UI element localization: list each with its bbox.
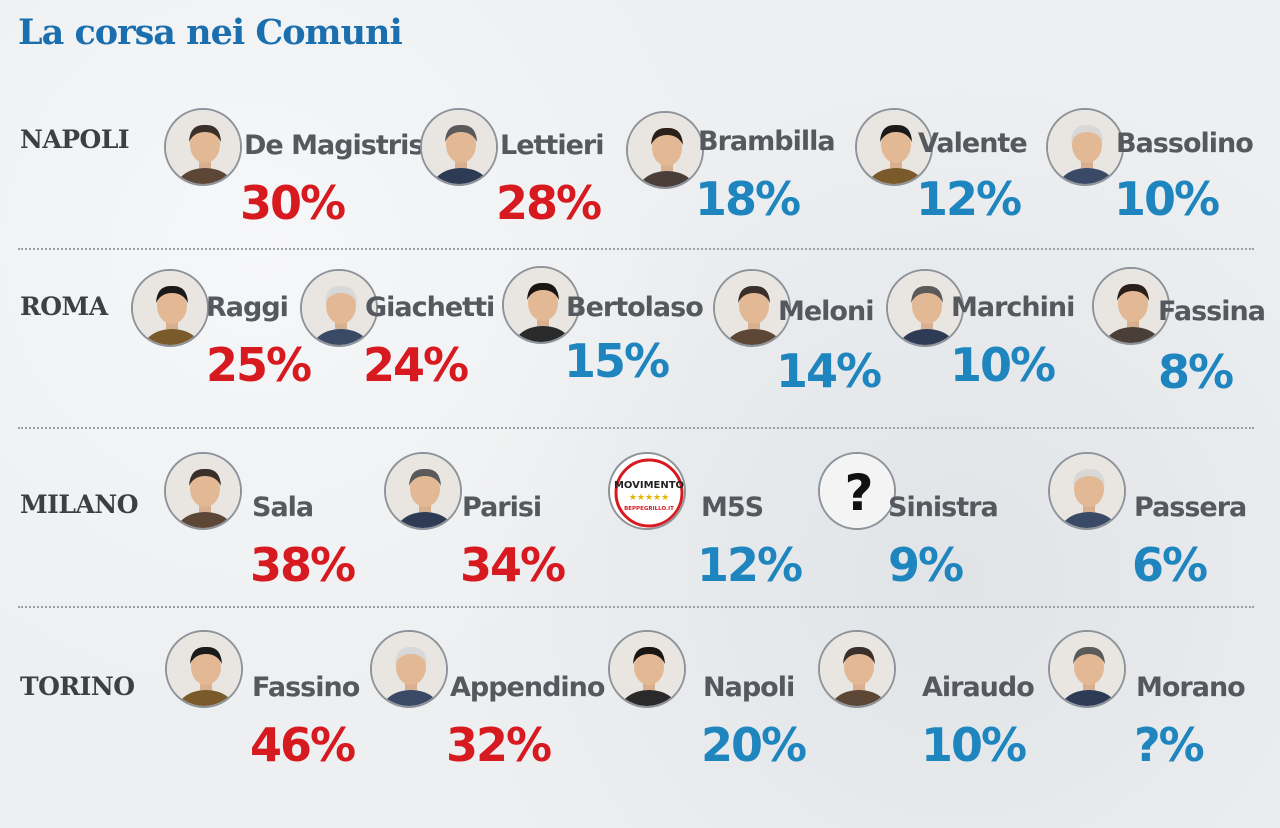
m5s-logo-url: BEPPEGRILLO.IT <box>624 506 674 512</box>
candidate-percent-milano-parisi: 34% <box>460 538 566 592</box>
m5s-logo: MOVIMENTO ★★★★★ BEPPEGRILLO.IT <box>608 452 686 530</box>
candidate-percent-napoli-de-magistris: 30% <box>240 176 346 230</box>
city-label-roma: ROMA <box>20 292 108 321</box>
candidate-percent-torino-napoli: 20% <box>701 718 807 772</box>
candidate-photo-napoli-de-magistris <box>164 108 242 186</box>
divider-roma-milano <box>18 427 1254 429</box>
candidate-photo-napoli-lettieri <box>420 108 498 186</box>
candidate-photo-roma-meloni <box>713 269 791 347</box>
candidate-photo-milano-parisi <box>384 452 462 530</box>
candidate-photo-milano-passera <box>1048 452 1126 530</box>
candidate-percent-roma-bertolaso: 15% <box>564 334 670 388</box>
unknown-mark: ? <box>844 464 873 522</box>
candidate-name-napoli-brambilla: Brambilla <box>698 126 836 157</box>
candidate-percent-torino-appendino: 32% <box>446 718 552 772</box>
candidate-name-roma-meloni: Meloni <box>778 296 874 327</box>
divider-napoli-roma <box>18 248 1254 250</box>
candidate-percent-milano-m5s: 12% <box>697 538 803 592</box>
candidate-name-roma-bertolaso: Bertolaso <box>566 292 704 323</box>
candidate-name-torino-airaudo: Airaudo <box>922 672 1035 703</box>
candidate-percent-napoli-lettieri: 28% <box>496 176 602 230</box>
candidate-photo-torino-napoli <box>608 630 686 708</box>
candidate-name-milano-passera: Passera <box>1134 492 1247 523</box>
divider-milano-torino <box>18 606 1254 608</box>
candidate-photo-roma-raggi <box>131 269 209 347</box>
city-label-napoli: NAPOLI <box>20 125 130 154</box>
candidate-name-torino-fassino: Fassino <box>252 672 360 703</box>
candidate-photo-napoli-brambilla <box>626 111 704 189</box>
candidate-photo-roma-marchini <box>886 269 964 347</box>
candidate-name-torino-appendino: Appendino <box>450 672 605 703</box>
candidate-photo-roma-giachetti <box>300 269 378 347</box>
candidate-photo-napoli-valente <box>855 108 933 186</box>
city-label-torino: TORINO <box>20 672 135 701</box>
candidate-percent-milano-sinistra: 9% <box>888 538 964 592</box>
candidate-name-milano-parisi: Parisi <box>462 492 542 523</box>
candidate-name-milano-m5s: M5S <box>701 492 764 523</box>
candidate-name-napoli-de-magistris: De Magistris <box>244 130 424 161</box>
page-title: La corsa nei Comuni <box>18 12 403 53</box>
candidate-percent-roma-meloni: 14% <box>776 344 882 398</box>
candidate-name-roma-raggi: Raggi <box>206 292 289 323</box>
m5s-logo-text: MOVIMENTO <box>614 480 684 491</box>
candidate-percent-milano-sala: 38% <box>250 538 356 592</box>
candidate-percent-torino-airaudo: 10% <box>921 718 1027 772</box>
candidate-name-roma-marchini: Marchini <box>951 292 1075 323</box>
question-mark-icon: ? <box>818 452 896 530</box>
candidate-percent-napoli-brambilla: 18% <box>695 172 801 226</box>
candidate-photo-roma-bertolaso <box>502 266 580 344</box>
candidate-photo-torino-airaudo <box>818 630 896 708</box>
candidate-name-torino-morano: Morano <box>1136 672 1246 703</box>
candidate-name-napoli-bassolino: Bassolino <box>1116 128 1254 159</box>
candidate-photo-roma-fassina <box>1092 267 1170 345</box>
candidate-name-napoli-lettieri: Lettieri <box>500 130 604 161</box>
candidate-photo-torino-appendino <box>370 630 448 708</box>
candidate-percent-roma-raggi: 25% <box>206 338 312 392</box>
candidate-name-roma-fassina: Fassina <box>1158 296 1266 327</box>
city-label-milano: MILANO <box>20 490 138 519</box>
candidate-percent-milano-passera: 6% <box>1132 538 1208 592</box>
svg-text:★★★★★: ★★★★★ <box>629 493 669 503</box>
candidate-name-roma-giachetti: Giachetti <box>365 292 495 323</box>
candidate-percent-napoli-valente: 12% <box>916 172 1022 226</box>
candidate-name-milano-sinistra: Sinistra <box>888 492 999 523</box>
candidate-percent-roma-marchini: 10% <box>950 338 1056 392</box>
candidate-percent-torino-fassino: 46% <box>250 718 356 772</box>
candidate-percent-roma-fassina: 8% <box>1158 345 1234 399</box>
candidate-percent-napoli-bassolino: 10% <box>1114 172 1220 226</box>
candidate-percent-torino-morano: ?% <box>1134 718 1205 772</box>
candidate-photo-milano-sala <box>164 452 242 530</box>
candidate-photo-torino-fassino <box>165 630 243 708</box>
candidate-photo-torino-morano <box>1048 630 1126 708</box>
candidate-name-milano-sala: Sala <box>252 492 314 523</box>
candidate-name-torino-napoli: Napoli <box>703 672 795 703</box>
candidate-percent-roma-giachetti: 24% <box>363 338 469 392</box>
candidate-photo-napoli-bassolino <box>1046 108 1124 186</box>
candidate-name-napoli-valente: Valente <box>918 128 1028 159</box>
